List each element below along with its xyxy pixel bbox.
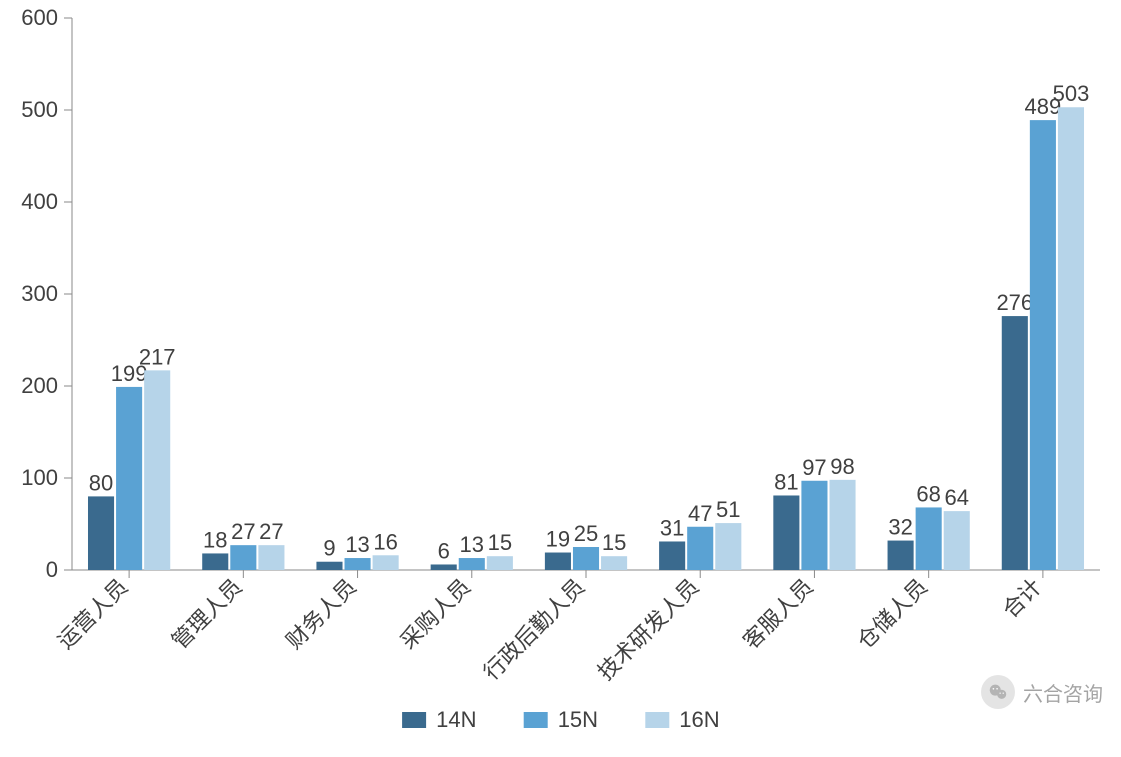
bar [573,547,599,570]
bar-value-label: 217 [139,344,176,369]
bar-value-label: 19 [546,527,570,552]
legend-swatch [402,712,426,728]
bar [687,527,713,570]
bar [601,556,627,570]
bar-value-label: 27 [231,519,255,544]
bar-value-label: 97 [802,455,826,480]
bar-value-label: 98 [830,454,854,479]
bar [345,558,371,570]
bar-value-label: 27 [259,519,283,544]
bar [258,545,284,570]
bar [715,523,741,570]
bar-value-label: 18 [203,527,227,552]
bar [373,555,399,570]
bar [545,553,571,570]
bar-value-label: 9 [323,536,335,561]
legend-swatch [645,712,669,728]
legend-label: 14N [436,707,476,732]
bar-value-label: 51 [716,497,740,522]
bar-value-label: 15 [488,530,512,555]
bar [230,545,256,570]
y-tick-label: 100 [21,465,58,490]
bar [1030,120,1056,570]
bar-value-label: 31 [660,515,684,540]
bar [459,558,485,570]
bar [316,562,342,570]
bar-value-label: 503 [1053,81,1090,106]
bar-value-label: 81 [774,469,798,494]
bar-value-label: 80 [89,470,113,495]
bar [202,553,228,570]
y-tick-label: 600 [21,5,58,30]
bar-chart: 0100200300400500600运营人员80199217管理人员18272… [0,0,1121,757]
bar [944,511,970,570]
bar [888,541,914,570]
bar [773,495,799,570]
bar-value-label: 13 [345,532,369,557]
bar-value-label: 64 [945,485,969,510]
bar [801,481,827,570]
bar-value-label: 6 [438,538,450,563]
bar [487,556,513,570]
bar [1058,107,1084,570]
bar [144,370,170,570]
legend-label: 16N [679,707,719,732]
bar [659,541,685,570]
bar-value-label: 15 [602,530,626,555]
bar [116,387,142,570]
y-tick-label: 0 [46,557,58,582]
bar-value-label: 32 [888,515,912,540]
legend-swatch [524,712,548,728]
bar-value-label: 68 [916,481,940,506]
bar [829,480,855,570]
bar-value-label: 276 [996,290,1033,315]
bar [1002,316,1028,570]
bar [431,564,457,570]
y-tick-label: 200 [21,373,58,398]
bar-value-label: 25 [574,521,598,546]
chart-svg: 0100200300400500600运营人员80199217管理人员18272… [0,0,1121,757]
y-tick-label: 400 [21,189,58,214]
bar [916,507,942,570]
y-tick-label: 300 [21,281,58,306]
bar-value-label: 13 [460,532,484,557]
bar-value-label: 16 [373,529,397,554]
bar [88,496,114,570]
legend-label: 15N [558,707,598,732]
y-tick-label: 500 [21,97,58,122]
bar-value-label: 47 [688,501,712,526]
